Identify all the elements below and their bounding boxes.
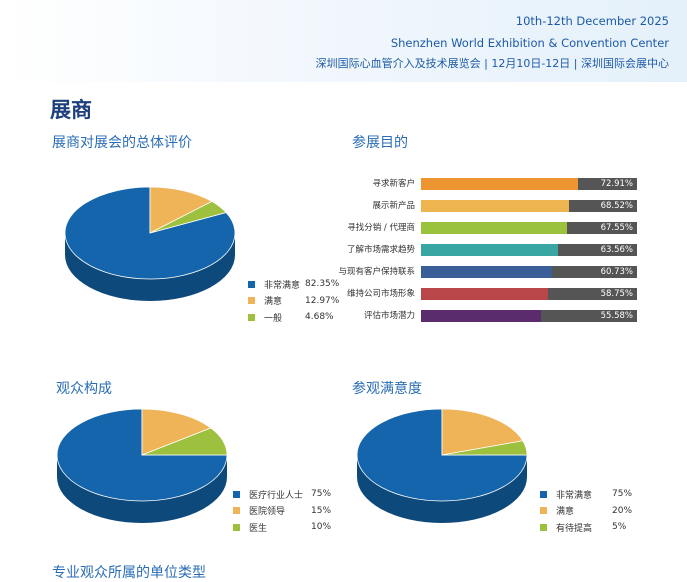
bar-track: 58.75% [421,288,637,300]
bar-fill [421,288,548,300]
page-title: 展商 [50,98,92,122]
legend-audience: 医疗行业人士 75% 医院领导 15% 医生 10% [233,486,331,536]
legend-label: 非常满意 [556,490,593,501]
header-banner [0,0,687,82]
legend-swatch [540,507,547,515]
legend-label: 一般 [264,313,283,324]
section-title-purpose: 参展目的 [352,135,408,151]
pie-slice-slice-2 [149,200,227,234]
section-title-exhibitor-evaluation: 展商对展会的总体评价 [52,135,192,151]
bar-value-label: 58.75% [600,289,633,299]
bar-fill [421,178,579,190]
legend-swatch [248,297,255,305]
pie-side-slice-0 [57,455,227,523]
legend-swatch [233,523,240,531]
pie-slice-slice-1 [141,408,212,456]
legend-swatch [540,490,547,498]
legend-label: 医生 [249,523,268,534]
bar-value-label: 67.55% [600,223,633,233]
legend-value: 75% [311,489,332,500]
legend-value: 75% [612,489,633,500]
legend-item: 满意 20% [540,503,632,520]
header-dates: 10th-12th December 2025 [515,14,669,28]
legend-value: 15% [311,505,332,516]
section-title-audience: 观众构成 [56,381,112,397]
legend-value: 12.97% [305,295,340,306]
bar-category-label: 评估市场潜力 [363,311,415,321]
legend-item: 满意 12.97% [248,293,339,310]
bar-fill [421,244,559,256]
legend-item: 医生 10% [233,519,331,536]
legend-swatch [233,507,240,515]
bar-category-label: 与现有客户保持联系 [338,267,415,277]
legend-swatch [248,280,255,288]
bar-value-label: 63.56% [600,245,633,255]
bar-category-label: 寻找分销 / 代理商 [347,223,415,233]
bar-track: 72.91% [421,178,637,190]
legend-item: 有待提高 5% [540,519,632,536]
section-title-unit-type: 专业观众所属的单位类型 [52,565,206,581]
legend-value: 20% [612,505,633,516]
bar-category-label: 了解市场需求趋势 [346,245,415,255]
legend-item: 非常满意 75% [540,486,632,503]
section-title-visitor-satisfaction: 参观满意度 [352,381,422,397]
bar-category-label: 展示新产品 [372,201,415,211]
bar-category-label: 寻求新客户 [372,179,415,189]
legend-label: 医院领导 [249,507,286,518]
legend-label: 非常满意 [264,280,301,291]
bar-fill [421,222,567,234]
legend-value: 10% [311,522,332,533]
pie-slice-slice-1 [149,186,213,234]
bar-track: 60.73% [421,266,637,278]
legend-item: 非常满意 82.35% [248,276,339,293]
pie-chart-visitor-satisfaction [356,408,528,523]
bar-track: 67.55% [421,222,637,234]
bar-value-label: 68.52% [600,201,633,211]
legend-label: 医疗行业人士 [249,490,304,501]
pie-slice-slice-0 [56,408,228,502]
bar-track: 55.58% [421,310,637,322]
pie-side-slice-0 [357,455,527,523]
bar-fill [421,200,569,212]
header-chinese-line: 深圳国际心血管介入及技术展览会 | 12月10日-12日 | 深圳国际会展中心 [315,57,669,70]
bar-category-label: 维持公司市场形象 [346,289,415,299]
bar-value-label: 55.58% [600,311,633,321]
legend-item: 一般 4.68% [248,309,339,326]
legend-swatch [233,490,240,498]
legend-value: 4.68% [305,312,334,323]
bar-track: 63.56% [421,244,637,256]
header-venue: Shenzhen World Exhibition & Convention C… [390,36,669,50]
legend-label: 满意 [264,297,283,308]
legend-swatch [248,313,255,321]
bar-track: 68.52% [421,200,637,212]
pie-slice-slice-0 [356,408,528,502]
legend-visitor-satisfaction: 非常满意 75% 满意 20% 有待提高 5% [540,486,632,536]
bar-fill [421,310,542,322]
legend-label: 满意 [556,507,575,518]
pie-slice-slice-1 [441,408,524,456]
bar-fill [421,266,553,278]
pie-slice-slice-2 [441,440,528,456]
legend-item: 医疗行业人士 75% [233,486,331,503]
legend-label: 有待提高 [556,523,593,534]
pie-chart-audience [56,408,228,523]
pie-chart-exhibitor-evaluation [64,186,236,301]
pie-slice-slice-2 [141,427,228,456]
pie-side-slice-0 [65,233,235,301]
legend-swatch [540,523,547,531]
legend-value: 5% [612,522,627,533]
legend-value: 82.35% [305,279,340,290]
legend-exhibitor-evaluation: 非常满意 82.35% 满意 12.97% 一般 4.68% [248,276,339,326]
bar-value-label: 60.73% [600,267,633,277]
bar-value-label: 72.91% [600,179,633,189]
legend-item: 医院领导 15% [233,503,331,520]
